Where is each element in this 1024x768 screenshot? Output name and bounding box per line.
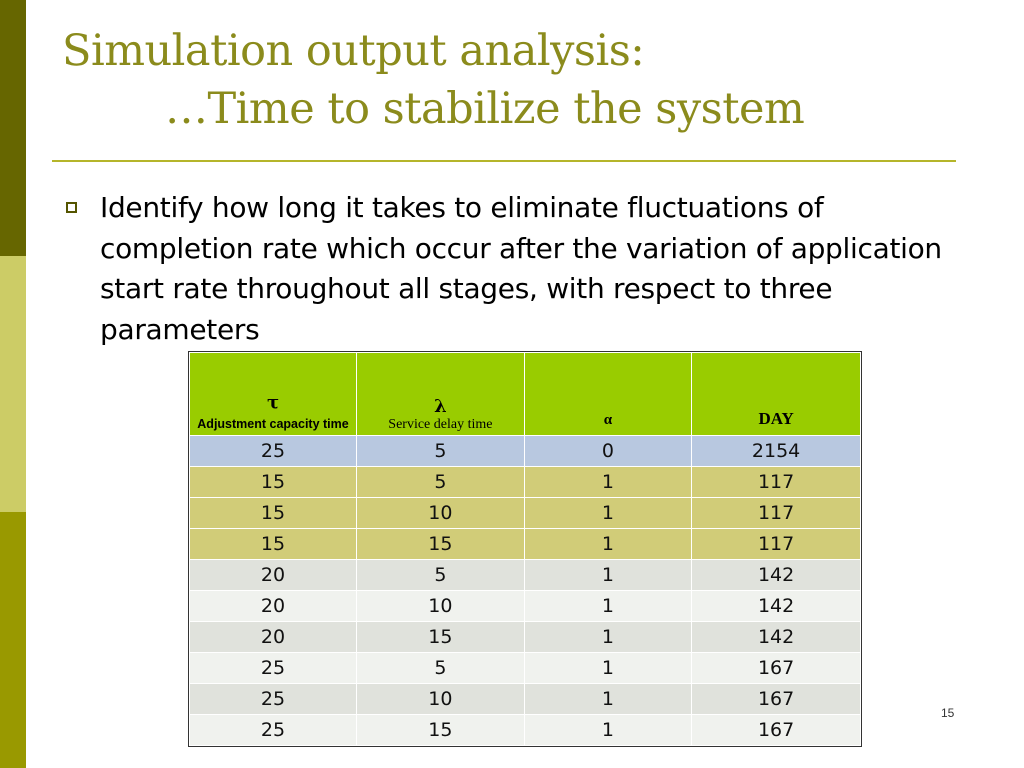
bullet-text: Identify how long it takes to eliminate … — [100, 191, 942, 346]
table-cell: 20 — [188, 559, 358, 591]
table-cell: 10 — [356, 683, 525, 715]
table-cell: 142 — [691, 559, 861, 591]
results-table: τ Adjustment capacity time λ Service del… — [188, 351, 862, 747]
table-cell: 15 — [188, 466, 358, 498]
table-cell: 5 — [356, 466, 525, 498]
table-header-row: τ Adjustment capacity time λ Service del… — [188, 352, 861, 436]
table-row: 20 15 1 142 — [188, 621, 861, 653]
table-cell: 142 — [691, 621, 861, 653]
table-cell: 1 — [523, 683, 693, 715]
table-cell: 142 — [691, 590, 861, 622]
header-day: DAY — [691, 352, 861, 436]
sidebar-stripe-middle — [0, 256, 26, 512]
table-cell: 1 — [523, 714, 693, 746]
table-cell: 15 — [356, 528, 525, 560]
tau-symbol: τ — [266, 392, 280, 413]
table-cell: 25 — [188, 435, 358, 467]
table-row: 25 5 0 2154 — [188, 435, 861, 467]
sidebar-stripe-bottom — [0, 512, 26, 768]
table-cell: 1 — [523, 621, 693, 653]
table-cell: 15 — [188, 497, 358, 529]
square-bullet-icon — [66, 202, 77, 213]
header-tau-label: Adjustment capacity time — [197, 417, 349, 431]
table-row: 20 10 1 142 — [188, 590, 861, 622]
table-cell: 167 — [691, 714, 861, 746]
table-cell: 1 — [523, 497, 693, 529]
table-row: 25 5 1 167 — [188, 652, 861, 684]
table-cell: 5 — [356, 435, 525, 467]
table-cell: 1 — [523, 590, 693, 622]
header-alpha-label: α — [603, 412, 613, 428]
page-number: 15 — [941, 706, 955, 720]
table-row: 20 5 1 142 — [188, 559, 861, 591]
slide-title: Simulation output analysis: …Time to sta… — [62, 22, 805, 138]
table-cell: 5 — [356, 559, 525, 591]
table-cell: 167 — [691, 683, 861, 715]
table-cell: 1 — [523, 528, 693, 560]
title-line-2: …Time to stabilize the system — [165, 84, 805, 134]
table-cell: 15 — [356, 621, 525, 653]
table-cell: 25 — [188, 683, 358, 715]
lambda-symbol: λ — [434, 396, 447, 417]
table-cell: 25 — [188, 652, 358, 684]
table-cell: 5 — [356, 652, 525, 684]
table-cell: 117 — [691, 528, 861, 560]
header-day-label: DAY — [758, 409, 794, 428]
table-row: 15 10 1 117 — [188, 497, 861, 529]
table-cell: 2154 — [691, 435, 861, 467]
table-cell: 167 — [691, 652, 861, 684]
table-row: 15 15 1 117 — [188, 528, 861, 560]
table-cell: 15 — [188, 528, 358, 560]
table-row: 15 5 1 117 — [188, 466, 861, 498]
table-row: 25 15 1 167 — [188, 714, 861, 746]
table-cell: 15 — [356, 714, 525, 746]
title-line-1: Simulation output analysis: — [62, 26, 645, 76]
header-alpha: α — [523, 352, 693, 436]
table-cell: 1 — [523, 652, 693, 684]
table-cell: 10 — [356, 590, 525, 622]
table-cell: 117 — [691, 466, 861, 498]
table-cell: 20 — [188, 590, 358, 622]
sidebar-stripe-top — [0, 0, 26, 256]
table-cell: 0 — [523, 435, 693, 467]
table-cell: 117 — [691, 497, 861, 529]
table-cell: 20 — [188, 621, 358, 653]
header-lambda: λ Service delay time — [356, 352, 525, 436]
header-tau: τ Adjustment capacity time — [188, 352, 358, 436]
table-cell: 25 — [188, 714, 358, 746]
table-cell: 1 — [523, 559, 693, 591]
table-cell: 1 — [523, 466, 693, 498]
header-lambda-label: Service delay time — [388, 417, 493, 432]
table-row: 25 10 1 167 — [188, 683, 861, 715]
title-divider — [52, 160, 956, 162]
table-cell: 10 — [356, 497, 525, 529]
